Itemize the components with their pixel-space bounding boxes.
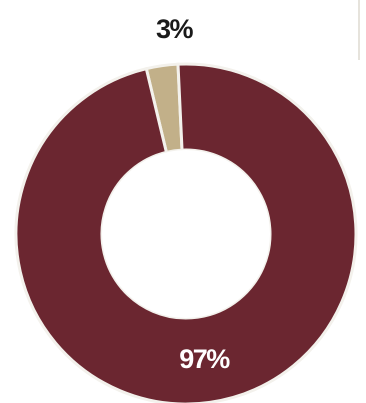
- scan-edge: [358, 0, 360, 60]
- donut-labels: 97% 3%: [156, 14, 232, 374]
- donut-slices: [14, 62, 358, 403]
- donut-hole: [102, 150, 270, 318]
- slice-label-major: 97%: [179, 344, 230, 374]
- slice-label-minor: 3%: [156, 14, 194, 44]
